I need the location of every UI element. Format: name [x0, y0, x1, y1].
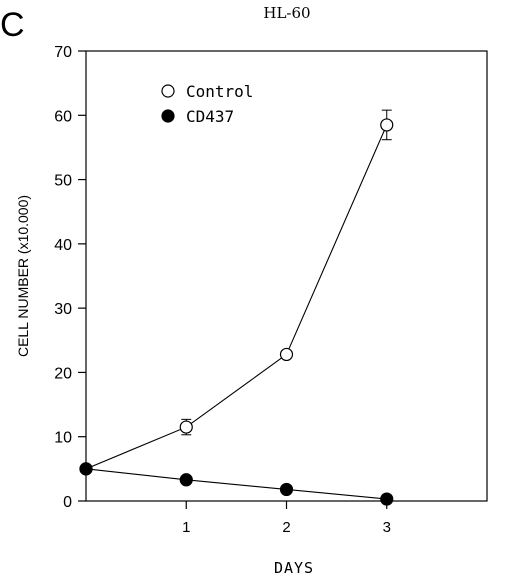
data-point: [380, 492, 394, 506]
x-axis-label: DAYS: [274, 559, 314, 577]
data-point: [380, 118, 394, 132]
series-line: [85, 468, 387, 500]
panel-letter: C: [0, 6, 25, 44]
y-tick-label: 60: [54, 108, 72, 125]
legend-label: CD437: [186, 107, 234, 126]
y-tick-label: 50: [54, 173, 72, 190]
series-line: [85, 124, 388, 470]
data-point: [279, 347, 294, 362]
y-axis: 0 10 20 30 40 50 60 70: [54, 44, 86, 511]
y-tick-label: 40: [54, 237, 72, 254]
data-point: [179, 420, 193, 434]
x-axis: 1 2 3: [182, 501, 391, 536]
y-tick-label: 70: [54, 44, 72, 61]
series-control: [79, 109, 394, 476]
legend-label: Control: [186, 82, 253, 101]
data-point: [179, 473, 193, 487]
series-cd437: [79, 462, 394, 506]
x-tick-label: 1: [182, 519, 190, 536]
data-point: [279, 482, 294, 497]
series-layer: [79, 109, 394, 506]
y-axis-label: CELL NUMBER (x10.000): [15, 195, 31, 357]
data-point: [79, 462, 93, 476]
y-tick-label: 10: [54, 430, 72, 447]
legend-marker: [161, 84, 175, 98]
y-tick-label: 30: [54, 301, 72, 318]
x-tick-label: 2: [282, 519, 290, 536]
y-tick-label: 0: [63, 494, 72, 511]
chart-title: HL-60: [263, 4, 310, 22]
legend: Control CD437: [161, 82, 253, 126]
x-tick-label: 3: [383, 519, 391, 536]
plot-frame: [85, 50, 488, 502]
y-tick-label: 20: [54, 365, 72, 382]
legend-marker: [161, 109, 175, 123]
